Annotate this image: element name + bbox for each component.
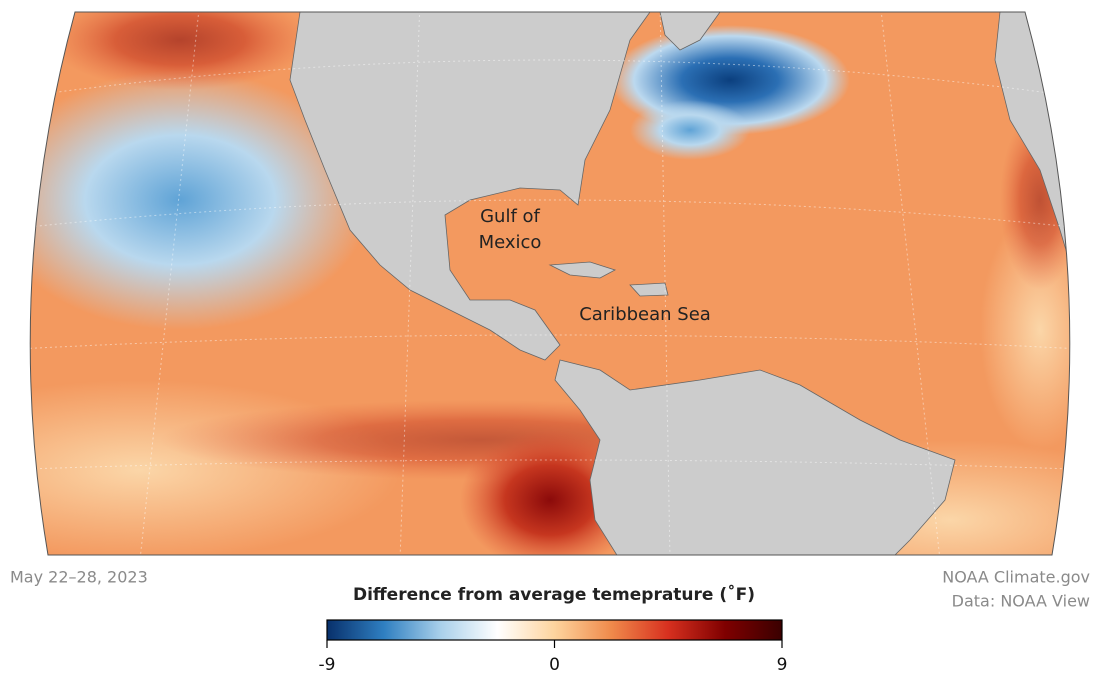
date: May 22–28, 2023	[10, 568, 148, 587]
map-frame	[29, 11, 1071, 556]
credit: Data: NOAA View	[952, 592, 1090, 611]
tick-label: 9	[777, 655, 788, 675]
legend-ticks: -9 0 9	[319, 640, 788, 675]
map-label: Gulf of	[480, 206, 540, 227]
map-label: Caribbean Sea	[579, 304, 711, 325]
tick-label: 0	[549, 655, 560, 675]
legend-title: Difference from average temeprature (˚F)	[353, 583, 755, 605]
map-label: Mexico	[479, 232, 542, 253]
tick-label: -9	[319, 655, 336, 675]
map	[30, 12, 1070, 555]
credit: NOAA Climate.gov	[942, 568, 1090, 587]
color-bar	[326, 619, 783, 641]
